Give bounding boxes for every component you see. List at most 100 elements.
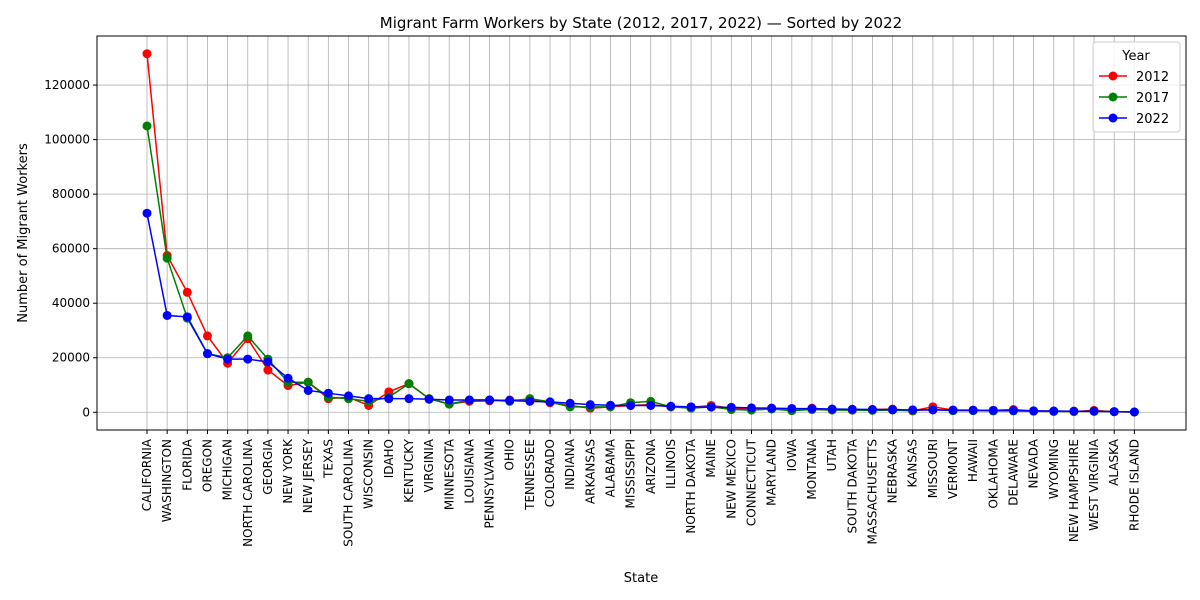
series-2012 bbox=[142, 49, 1139, 417]
data-point-2017 bbox=[404, 379, 414, 389]
series-line-2017 bbox=[146, 125, 1135, 413]
data-point-2022 bbox=[847, 404, 857, 414]
data-point-2022 bbox=[223, 354, 233, 364]
x-tick-label: FLORIDA bbox=[180, 438, 194, 491]
legend-marker-2012 bbox=[1108, 71, 1118, 81]
data-point-2022 bbox=[686, 402, 696, 412]
data-point-2022 bbox=[263, 357, 273, 367]
x-tick-label: NORTH DAKOTA bbox=[684, 438, 698, 533]
x-tick-label: MICHIGAN bbox=[221, 439, 235, 500]
data-point-2022 bbox=[605, 400, 615, 410]
x-tick-label: WYOMING bbox=[1047, 439, 1061, 499]
x-tick-label: VIRGINIA bbox=[422, 438, 436, 492]
x-tick-label: MISSISSIPPI bbox=[624, 439, 638, 508]
x-tick-label: KENTUCKY bbox=[402, 438, 416, 502]
data-point-2022 bbox=[948, 405, 958, 415]
data-point-2022 bbox=[323, 388, 333, 398]
data-point-2022 bbox=[182, 312, 192, 322]
x-tick-label: OKLAHOMA bbox=[986, 438, 1000, 508]
y-tick-label: 80000 bbox=[52, 187, 90, 201]
x-tick-label: ALABAMA bbox=[603, 438, 617, 497]
x-tick-label: WEST VIRGINIA bbox=[1087, 438, 1101, 531]
x-tick-label: TENNESSEE bbox=[523, 439, 537, 511]
data-point-2022 bbox=[666, 401, 676, 411]
data-point-2022 bbox=[404, 394, 414, 404]
data-point-2017 bbox=[162, 253, 172, 263]
x-tick-label: SOUTH DAKOTA bbox=[845, 438, 859, 533]
x-axis: CALIFORNIA WASHINGTON FLORIDA OREGON MICHIGA… bbox=[140, 430, 1141, 547]
chart-title: Migrant Farm Workers by State (2012, 201… bbox=[380, 14, 902, 32]
legend-marker-2022 bbox=[1108, 113, 1118, 123]
data-point-2017 bbox=[243, 331, 253, 341]
y-tick-label: 40000 bbox=[52, 296, 90, 310]
data-point-2022 bbox=[444, 395, 454, 405]
data-point-2022 bbox=[565, 398, 575, 408]
data-point-2012 bbox=[182, 287, 192, 297]
data-point-2022 bbox=[787, 403, 797, 413]
data-point-2022 bbox=[1049, 406, 1059, 416]
data-point-2022 bbox=[1008, 406, 1018, 416]
x-tick-label: ARKANSAS bbox=[583, 439, 597, 504]
data-point-2022 bbox=[424, 394, 434, 404]
x-tick-label: TEXAS bbox=[321, 439, 335, 479]
data-point-2022 bbox=[202, 349, 212, 359]
data-point-2022 bbox=[545, 397, 555, 407]
x-tick-label: NEW MEXICO bbox=[724, 439, 738, 519]
x-tick-label: LOUISIANA bbox=[462, 438, 476, 503]
data-point-2022 bbox=[888, 405, 898, 415]
x-tick-label: MONTANA bbox=[805, 438, 819, 499]
x-tick-label: NEW YORK bbox=[281, 438, 295, 504]
legend-box bbox=[1092, 41, 1181, 133]
data-point-2022 bbox=[1029, 406, 1039, 416]
data-point-2022 bbox=[928, 405, 938, 415]
x-tick-label: UTAH bbox=[825, 439, 839, 471]
series-line-2012 bbox=[146, 53, 1135, 413]
x-tick-label: NORTH CAROLINA bbox=[241, 438, 255, 547]
legend-marker-2017 bbox=[1108, 92, 1118, 102]
x-tick-label: OREGON bbox=[200, 439, 214, 492]
x-tick-label: MINNESOTA bbox=[442, 438, 456, 510]
data-point-2022 bbox=[384, 394, 394, 404]
x-tick-label: OHIO bbox=[503, 439, 517, 470]
data-point-2017 bbox=[303, 377, 313, 387]
data-point-2022 bbox=[464, 395, 474, 405]
y-tick-label: 100000 bbox=[44, 133, 90, 147]
data-point-2022 bbox=[968, 405, 978, 415]
data-point-2022 bbox=[646, 400, 656, 410]
data-point-2012 bbox=[202, 331, 212, 341]
data-point-2022 bbox=[867, 405, 877, 415]
x-axis-label: State bbox=[624, 571, 658, 586]
x-tick-label: MARYLAND bbox=[765, 439, 779, 506]
data-point-2022 bbox=[283, 373, 293, 383]
x-tick-label: SOUTH CAROLINA bbox=[342, 438, 356, 547]
data-point-2012 bbox=[142, 49, 152, 59]
x-tick-label: PENNSYLVANIA bbox=[483, 438, 497, 528]
data-point-2022 bbox=[344, 391, 353, 401]
y-axis-label: Number of Migrant Workers bbox=[16, 143, 31, 323]
series-layer bbox=[142, 49, 1139, 417]
x-tick-label: ARIZONA bbox=[644, 438, 658, 494]
data-point-2022 bbox=[505, 396, 515, 406]
x-tick-label: NEW HAMPSHIRE bbox=[1067, 439, 1081, 542]
x-tick-label: KANSAS bbox=[906, 439, 920, 488]
data-point-2022 bbox=[726, 402, 736, 412]
data-point-2022 bbox=[626, 400, 636, 410]
y-tick-label: 120000 bbox=[44, 78, 90, 92]
data-point-2022 bbox=[1129, 407, 1139, 417]
x-tick-label: VERMONT bbox=[946, 438, 960, 499]
x-tick-label: COLORADO bbox=[543, 439, 557, 507]
legend: Year 2012 2017 2022 bbox=[1092, 41, 1181, 133]
x-tick-label: MISSOURI bbox=[926, 439, 940, 498]
data-point-2022 bbox=[1069, 406, 1079, 416]
series-2022 bbox=[142, 208, 1139, 417]
data-point-2022 bbox=[706, 402, 716, 412]
x-tick-label: RHODE ISLAND bbox=[1127, 439, 1141, 531]
data-point-2022 bbox=[807, 404, 817, 414]
y-tick-label: 0 bbox=[82, 405, 90, 419]
x-tick-label: ILLINOIS bbox=[664, 439, 678, 489]
x-tick-label: DELAWARE bbox=[1006, 439, 1020, 506]
data-point-2022 bbox=[162, 310, 172, 320]
data-point-2022 bbox=[767, 403, 777, 413]
legend-label-2017: 2017 bbox=[1136, 91, 1169, 106]
x-tick-label: MAINE bbox=[704, 439, 718, 478]
